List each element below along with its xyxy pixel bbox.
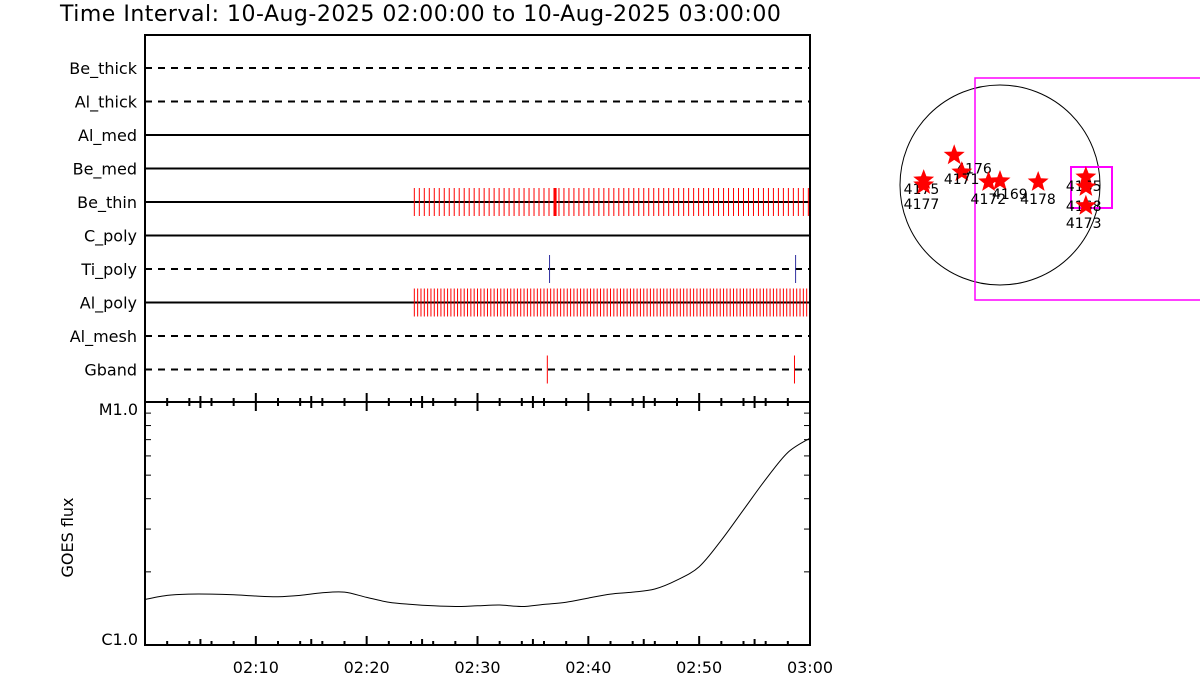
y-tick-label: M1.0: [99, 400, 138, 419]
ar-number-label: 4173: [1066, 216, 1102, 232]
goes-frame: [144, 401, 811, 646]
filter-label: Al_poly: [80, 294, 137, 314]
y-tick-label: C1.0: [101, 630, 138, 649]
ar-star-marker: [1075, 194, 1097, 215]
ar-star-marker: [951, 161, 973, 181]
y-axis-label: GOES flux: [58, 497, 77, 577]
filter-label: Al_mesh: [70, 327, 137, 347]
x-tick-label: 02:20: [344, 658, 390, 677]
filter-label: Al_med: [78, 126, 137, 146]
ar-number-label: 4178: [1020, 192, 1056, 208]
ar-star-marker: [1027, 171, 1049, 191]
ar-star-marker: [943, 144, 965, 165]
x-tick-label: 02:50: [676, 658, 722, 677]
goes-flux-panel: 02:10 02:20 02:30 02:40 02:50 03:00 M1.0 C1.0 GO…: [58, 393, 833, 677]
filter-label: Be_thin: [77, 193, 137, 213]
x-tick-label: 03:00: [787, 658, 833, 677]
filter-label: Gband: [84, 361, 137, 380]
ar-number-label: 4169: [992, 187, 1028, 203]
filter-label: Be_med: [73, 160, 137, 180]
x-tick-label: 02:10: [233, 658, 279, 677]
goes-flux-line: [144, 437, 811, 608]
ar-number-label: 4177: [904, 197, 940, 213]
ar-star-marker: [978, 171, 999, 191]
solar-disk-map: 4176417541774171417241694178416541684173: [899, 77, 1200, 301]
timeline-frame: [144, 34, 811, 403]
ar-star-marker: [1075, 176, 1097, 196]
x-tick-label: 02:30: [454, 658, 500, 677]
plot-title: Time Interval: 10-Aug-2025 02:00:00 to 1…: [60, 2, 782, 27]
ar-number-label: 4171: [944, 172, 980, 188]
ar-number-label: 4172: [971, 192, 1007, 208]
fov-box: [974, 77, 1200, 301]
ar-star-marker: [989, 170, 1011, 190]
ar-star-marker: [913, 174, 935, 194]
filter-label: Be_thick: [69, 59, 137, 79]
x-tick-label: 02:40: [565, 658, 611, 677]
filter-label: Al_thick: [75, 93, 138, 113]
ar-star-marker: [1075, 166, 1097, 186]
solar-limb: [899, 84, 1101, 286]
zoom-box: [1070, 166, 1113, 209]
filter-label: C_poly: [84, 227, 137, 247]
filter-timeline-panel: Be_thick Al_thick Al_med Be_med Be_thin C_pol…: [69, 34, 811, 403]
filter-label: Ti_poly: [80, 260, 137, 280]
